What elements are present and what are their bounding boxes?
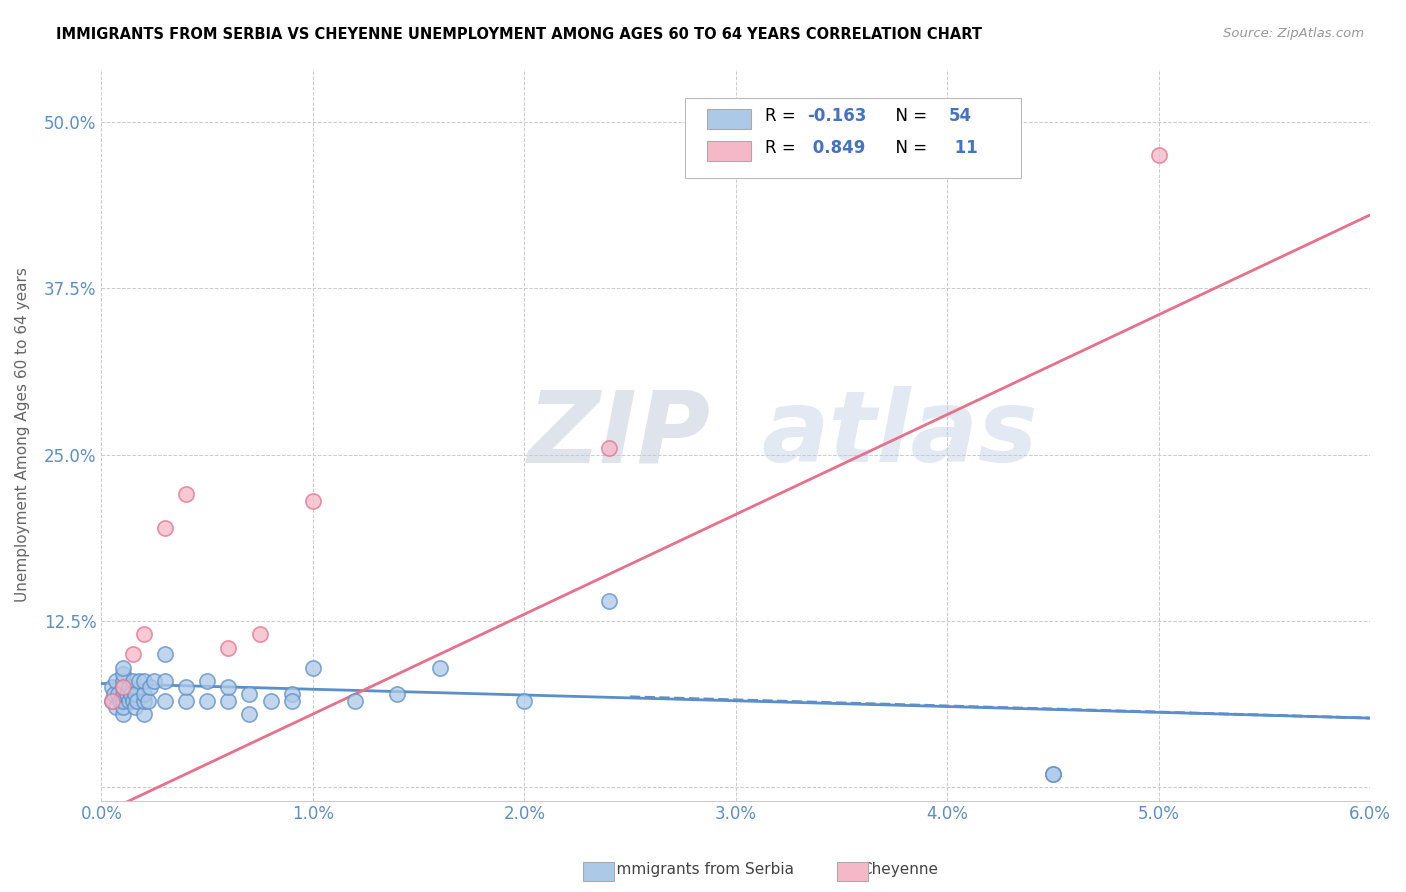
Y-axis label: Unemployment Among Ages 60 to 64 years: Unemployment Among Ages 60 to 64 years [15,267,30,602]
Point [118,694,141,708]
Point [105,673,128,688]
Point [195,673,218,688]
Point [122,694,145,708]
Point [101,694,124,708]
Text: 54: 54 [949,107,972,125]
Text: ZIP: ZIP [527,386,710,483]
Point [259,694,281,708]
Point [174,681,197,695]
Point [103,687,125,701]
Point [101,681,124,695]
Point [124,700,146,714]
Point [122,673,145,688]
Point [174,694,197,708]
Point [120,687,142,701]
Point [111,707,134,722]
Point [238,687,260,701]
Point [387,687,409,701]
Point [111,700,134,714]
Text: atlas: atlas [761,386,1038,483]
Point [111,660,134,674]
Point [217,681,239,695]
Point [132,673,155,688]
Point [217,694,239,708]
Text: Cheyenne: Cheyenne [862,863,938,877]
Point [217,640,239,655]
Point [124,687,146,701]
Point [174,487,197,501]
Point [105,700,128,714]
Text: Immigrants from Serbia: Immigrants from Serbia [612,863,794,877]
Point [128,673,150,688]
Point [598,441,620,455]
Point [344,694,367,708]
Point [249,627,271,641]
Point [301,660,323,674]
Point [139,681,162,695]
Point [111,681,134,695]
Text: 0.849: 0.849 [807,139,865,157]
Point [513,694,536,708]
Point [111,694,134,708]
Text: 11: 11 [949,139,977,157]
Point [118,681,141,695]
Point [1147,148,1170,162]
Point [280,694,302,708]
Point [153,673,176,688]
Point [115,687,138,701]
Point [101,694,124,708]
Point [132,707,155,722]
Text: R =: R = [765,107,801,125]
Point [1042,767,1064,781]
Point [132,694,155,708]
Point [153,694,176,708]
Point [1042,767,1064,781]
Text: Source: ZipAtlas.com: Source: ZipAtlas.com [1223,27,1364,40]
Point [143,673,166,688]
FancyBboxPatch shape [707,141,751,161]
Point [127,694,149,708]
Point [111,667,134,681]
Point [280,687,302,701]
Point [238,707,260,722]
FancyBboxPatch shape [707,109,751,129]
Point [122,647,145,661]
Point [598,594,620,608]
Point [429,660,451,674]
Point [107,687,129,701]
Point [111,687,134,701]
Text: N =: N = [886,107,932,125]
Point [195,694,218,708]
Point [111,673,134,688]
FancyBboxPatch shape [685,98,1021,178]
Point [132,627,155,641]
Text: -0.163: -0.163 [807,107,866,125]
Legend: , : , [934,78,1005,153]
Point [111,681,134,695]
Point [132,687,155,701]
Point [110,694,132,708]
Point [136,694,159,708]
Point [153,521,176,535]
Point [301,494,323,508]
Text: N =: N = [886,139,932,157]
Point [153,647,176,661]
Text: R =: R = [765,139,801,157]
Text: IMMIGRANTS FROM SERBIA VS CHEYENNE UNEMPLOYMENT AMONG AGES 60 TO 64 YEARS CORREL: IMMIGRANTS FROM SERBIA VS CHEYENNE UNEMP… [56,27,983,42]
